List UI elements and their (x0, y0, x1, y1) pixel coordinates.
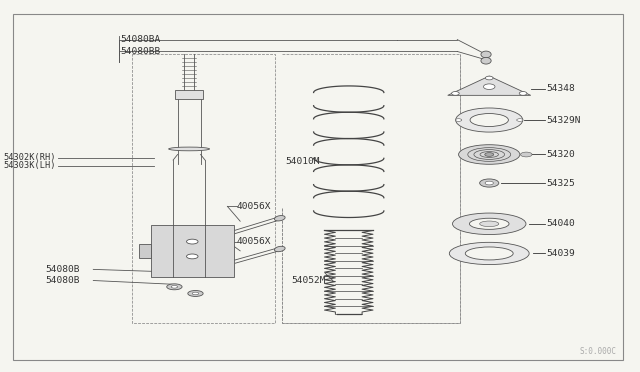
Ellipse shape (167, 284, 182, 290)
Text: 54052M: 54052M (291, 276, 326, 285)
Text: 40056X: 40056X (237, 202, 271, 211)
Ellipse shape (516, 119, 523, 121)
Polygon shape (151, 225, 234, 277)
Ellipse shape (520, 152, 532, 157)
Ellipse shape (452, 213, 526, 235)
Text: 54080BA: 54080BA (120, 35, 161, 44)
Ellipse shape (456, 119, 462, 121)
Ellipse shape (452, 92, 460, 95)
Ellipse shape (449, 242, 529, 264)
Ellipse shape (186, 239, 198, 244)
Ellipse shape (465, 247, 513, 260)
Ellipse shape (483, 84, 495, 89)
Text: 54325: 54325 (547, 179, 575, 187)
Polygon shape (448, 76, 531, 95)
Ellipse shape (479, 221, 499, 227)
Text: 54303K(LH): 54303K(LH) (4, 161, 56, 170)
Ellipse shape (186, 254, 198, 259)
Text: 40056X: 40056X (237, 237, 271, 246)
Text: 54080BB: 54080BB (120, 47, 161, 56)
Ellipse shape (459, 145, 520, 164)
Ellipse shape (275, 246, 285, 252)
Text: 54040: 54040 (547, 219, 575, 228)
Text: 54302K(RH): 54302K(RH) (4, 153, 56, 161)
Text: S:0.000C: S:0.000C (580, 347, 617, 356)
Ellipse shape (275, 215, 285, 221)
Text: 54348: 54348 (547, 84, 575, 93)
Ellipse shape (484, 153, 493, 156)
Text: 54039: 54039 (547, 249, 575, 258)
Text: 54320: 54320 (547, 150, 575, 159)
Ellipse shape (470, 113, 508, 126)
Ellipse shape (481, 51, 491, 58)
Ellipse shape (479, 179, 499, 187)
Ellipse shape (485, 76, 493, 80)
Ellipse shape (519, 92, 527, 95)
Ellipse shape (169, 147, 209, 151)
Text: 54080B: 54080B (45, 265, 80, 274)
Ellipse shape (481, 57, 491, 64)
Text: 54010M: 54010M (285, 157, 319, 166)
Ellipse shape (456, 108, 523, 132)
Text: 54080B: 54080B (45, 276, 80, 285)
Text: 54329N: 54329N (547, 116, 581, 125)
Ellipse shape (188, 291, 203, 296)
Ellipse shape (192, 292, 198, 295)
Bar (140, 244, 151, 258)
Ellipse shape (485, 181, 493, 185)
Bar (175, 90, 203, 99)
Ellipse shape (172, 285, 177, 288)
Ellipse shape (469, 218, 509, 230)
